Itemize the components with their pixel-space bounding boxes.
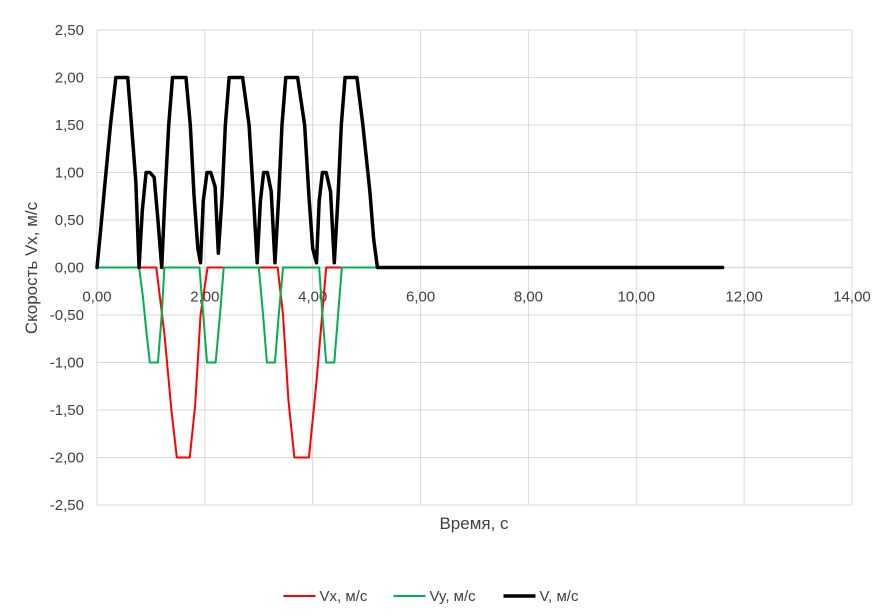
x-axis-title: Время, с (439, 514, 509, 533)
x-tick-label: 14,00 (833, 289, 871, 306)
legend: Vx, м/с Vy, м/с V, м/с (283, 588, 579, 605)
x-tick-label: 12,00 (725, 289, 763, 306)
y-tick-label: -0,50 (50, 307, 84, 324)
y-tick-label: -1,50 (50, 402, 84, 419)
x-axis-tick-labels: 0,00 2,00 4,00 6,00 8,00 10,00 12,00 14,00 (82, 289, 870, 306)
y-tick-label: -2,00 (50, 450, 84, 467)
y-tick-label: 2,50 (55, 22, 84, 39)
x-tick-label: 0,00 (82, 289, 111, 306)
legend-label: V, м/с (540, 588, 579, 605)
y-tick-label: 0,50 (55, 212, 84, 229)
y-tick-label: 2,00 (55, 70, 84, 87)
y-tick-label: 1,50 (55, 117, 84, 134)
y-tick-label: -1,00 (50, 355, 84, 372)
series-line-3 (95, 75, 725, 270)
y-axis-title: Скорость Vx, м/с (22, 201, 41, 334)
legend-label: Vx, м/с (320, 588, 368, 605)
y-tick-label: -2,50 (50, 497, 84, 514)
x-tick-label: 6,00 (406, 289, 435, 306)
legend-label: Vy, м/с (430, 588, 477, 605)
series-lines (95, 75, 725, 459)
series-line-2 (96, 266, 724, 364)
x-tick-label: 10,00 (618, 289, 656, 306)
x-tick-label: 2,00 (190, 289, 219, 306)
y-tick-label: 0,00 (55, 260, 84, 277)
x-tick-label: 8,00 (514, 289, 543, 306)
y-tick-label: 1,00 (55, 165, 84, 182)
y-axis-tick-labels: 2,50 2,00 1,50 1,00 0,50 0,00 -0,50 -1,00 -1,50 -… (50, 22, 84, 514)
